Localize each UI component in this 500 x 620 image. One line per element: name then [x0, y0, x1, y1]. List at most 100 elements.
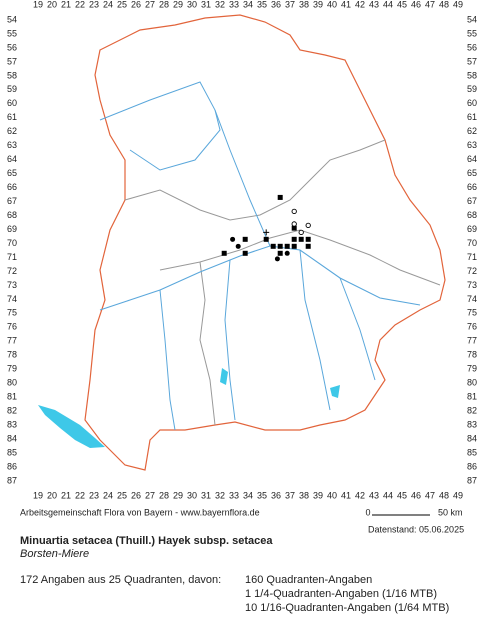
row-label: 61	[467, 112, 477, 122]
row-label: 82	[467, 406, 477, 416]
marker-square	[305, 243, 311, 249]
marker-square	[263, 236, 269, 242]
row-label: 67	[7, 196, 17, 206]
marker-dot	[274, 256, 280, 262]
row-label: 63	[7, 140, 17, 150]
column-label: 24	[103, 490, 113, 500]
river	[159, 289, 176, 431]
column-label: 36	[271, 0, 281, 9]
column-label: 28	[159, 490, 169, 500]
scale-end: 50 km	[438, 507, 463, 517]
column-label: 46	[411, 0, 421, 9]
row-label: 84	[7, 433, 17, 443]
column-label: 29	[173, 490, 183, 500]
district-border	[124, 139, 386, 221]
column-label: 48	[439, 0, 449, 9]
column-label: 47	[425, 490, 435, 500]
column-label: 43	[369, 0, 379, 9]
row-label: 56	[467, 42, 477, 52]
row-label: 87	[7, 475, 17, 485]
column-label: 38	[299, 0, 309, 9]
species-name: Minuartia setacea (Thuill.) Hayek subsp.…	[20, 535, 273, 547]
column-label: 23	[89, 490, 99, 500]
column-label: 23	[89, 0, 99, 9]
river	[214, 109, 271, 247]
column-label: 36	[271, 490, 281, 500]
marker-plus	[263, 229, 270, 236]
column-label: 21	[61, 0, 71, 9]
river	[99, 81, 221, 171]
column-label: 30	[187, 490, 197, 500]
row-label: 77	[467, 336, 477, 346]
column-label: 26	[131, 0, 141, 9]
row-label: 60	[467, 98, 477, 108]
column-label: 31	[201, 0, 211, 9]
row-label: 74	[467, 294, 477, 304]
marker-square	[242, 250, 248, 256]
marker-dot	[230, 236, 236, 242]
row-label: 69	[7, 224, 17, 234]
column-label: 27	[145, 490, 155, 500]
column-label: 29	[173, 0, 183, 9]
column-label: 25	[117, 490, 127, 500]
row-label: 81	[7, 392, 17, 402]
row-label: 79	[467, 364, 477, 374]
column-label: 43	[369, 490, 379, 500]
row-label: 57	[7, 56, 17, 66]
row-label: 73	[7, 280, 17, 290]
river	[339, 277, 376, 381]
column-label: 48	[439, 490, 449, 500]
column-label: 19	[33, 0, 43, 9]
column-label: 20	[47, 490, 57, 500]
row-label: 71	[7, 252, 17, 262]
row-label: 56	[7, 42, 17, 52]
column-label: 46	[411, 490, 421, 500]
column-label: 42	[355, 490, 365, 500]
marker-square	[291, 243, 297, 249]
marker-square	[291, 236, 297, 242]
marker-circle	[305, 222, 311, 229]
lake	[38, 405, 105, 448]
column-label: 41	[341, 0, 351, 9]
column-label: 34	[243, 490, 253, 500]
row-label: 77	[7, 336, 17, 346]
row-label: 86	[7, 461, 17, 471]
marker-square	[305, 236, 311, 242]
row-label: 71	[467, 252, 477, 262]
column-label: 27	[145, 0, 155, 9]
row-label: 87	[467, 475, 477, 485]
row-label: 61	[7, 112, 17, 122]
column-label: 49	[453, 490, 463, 500]
column-label: 32	[215, 490, 225, 500]
column-label: 39	[313, 490, 323, 500]
row-label: 59	[7, 84, 17, 94]
column-label: 32	[215, 0, 225, 9]
row-label: 82	[7, 406, 17, 416]
row-label: 79	[7, 364, 17, 374]
row-label: 64	[7, 154, 17, 164]
row-label: 72	[7, 266, 17, 276]
row-label: 80	[467, 378, 477, 388]
column-label: 21	[61, 490, 71, 500]
river	[99, 245, 421, 311]
row-label: 59	[467, 84, 477, 94]
row-label: 62	[467, 126, 477, 136]
column-label: 26	[131, 490, 141, 500]
column-label: 37	[285, 0, 295, 9]
column-label: 41	[341, 490, 351, 500]
state-border	[84, 14, 446, 471]
source: Arbeitsgemeinschaft Flora von Bayern - w…	[20, 507, 260, 517]
summary-line: 1 1/4-Quadranten-Angaben (1/16 MTB)	[245, 588, 437, 600]
row-label: 86	[467, 461, 477, 471]
column-label: 47	[425, 0, 435, 9]
row-label: 83	[7, 420, 17, 430]
summary-line: 160 Quadranten-Angaben	[245, 574, 372, 586]
row-label: 66	[467, 182, 477, 192]
marker-circle	[291, 221, 297, 227]
column-label: 42	[355, 0, 365, 9]
column-label: 34	[243, 0, 253, 9]
row-label: 75	[7, 308, 17, 318]
marker-square	[298, 236, 304, 242]
column-label: 40	[327, 0, 337, 9]
marker-circle	[291, 208, 297, 215]
